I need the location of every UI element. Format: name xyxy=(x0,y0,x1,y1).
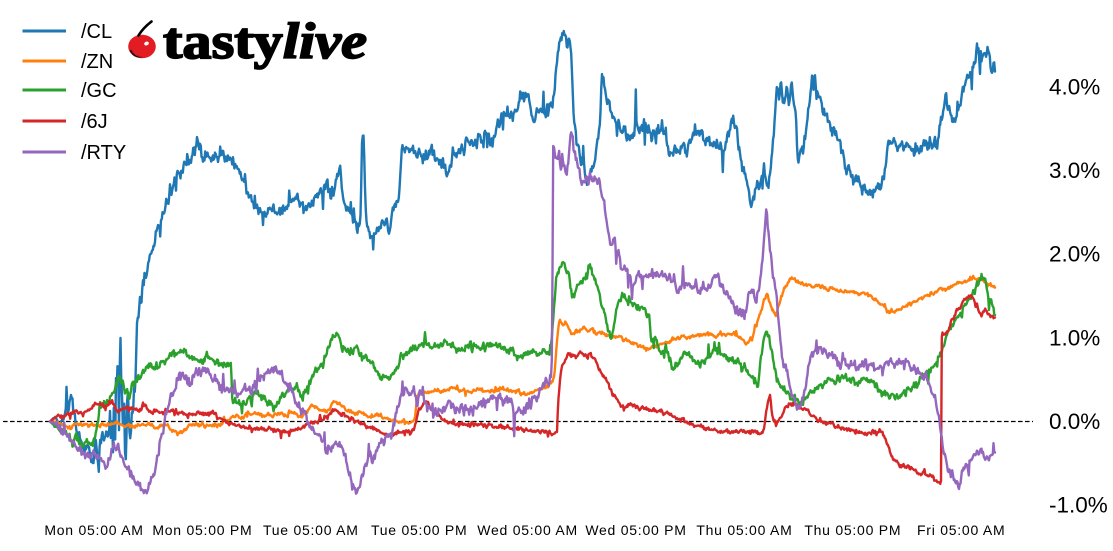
svg-text:Tue 05:00 AM: Tue 05:00 AM xyxy=(263,522,359,538)
svg-text:Tue 05:00 PM: Tue 05:00 PM xyxy=(371,522,467,538)
svg-text:3.0%: 3.0% xyxy=(1049,158,1100,183)
svg-text:/RTY: /RTY xyxy=(81,142,126,164)
svg-text:Wed 05:00 AM: Wed 05:00 AM xyxy=(477,522,578,538)
svg-text:/ZN: /ZN xyxy=(81,51,113,73)
svg-text:/CL: /CL xyxy=(81,21,112,43)
svg-text:/GC: /GC xyxy=(81,80,117,102)
svg-text:Wed 05:00 PM: Wed 05:00 PM xyxy=(585,522,686,538)
svg-text:-1.0%: -1.0% xyxy=(1049,493,1108,518)
svg-text:0.0%: 0.0% xyxy=(1049,409,1100,434)
svg-text:2.0%: 2.0% xyxy=(1049,242,1100,267)
svg-text:4.0%: 4.0% xyxy=(1049,75,1100,100)
svg-text:Fri 05:00 AM: Fri 05:00 AM xyxy=(917,522,1005,538)
svg-text:1.0%: 1.0% xyxy=(1049,325,1100,350)
svg-text:Mon 05:00 AM: Mon 05:00 AM xyxy=(44,522,143,538)
svg-text:Mon 05:00 PM: Mon 05:00 PM xyxy=(152,522,252,538)
svg-text:Thu 05:00 AM: Thu 05:00 AM xyxy=(696,522,792,538)
svg-text:/6J: /6J xyxy=(81,111,108,133)
svg-text:Thu 05:00 PM: Thu 05:00 PM xyxy=(804,522,901,538)
